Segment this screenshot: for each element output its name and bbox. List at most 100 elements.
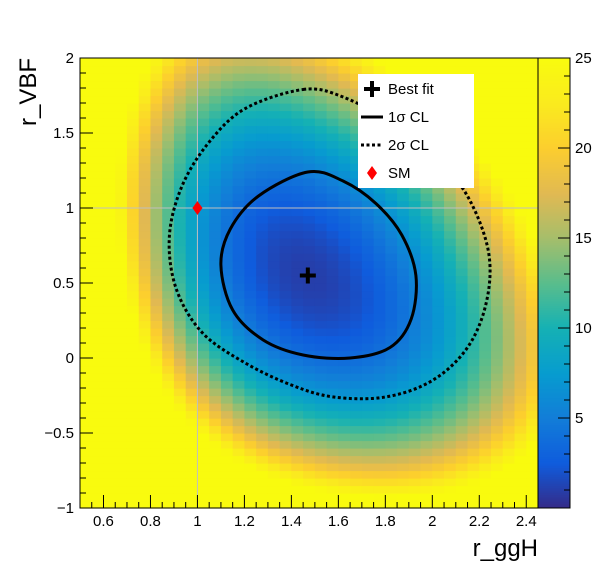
heatmap-cell <box>303 448 316 457</box>
x-axis-title: r_ggH <box>473 535 538 562</box>
heatmap-cell <box>314 88 328 97</box>
heatmap-cell <box>232 170 246 179</box>
heatmap-cell <box>491 125 504 134</box>
heatmap-cell <box>126 403 140 412</box>
heatmap-cell <box>479 493 492 502</box>
heatmap-cell <box>232 425 246 434</box>
heatmap-cell <box>385 455 398 464</box>
heatmap-cell <box>338 170 351 179</box>
heatmap-cell <box>197 253 210 262</box>
heatmap-cell <box>103 245 116 254</box>
heatmap-cell <box>432 358 445 367</box>
heatmap-cell <box>91 80 105 89</box>
heatmap-cell <box>350 335 363 344</box>
colorbar-segment <box>538 321 570 324</box>
heatmap-cell <box>408 380 422 389</box>
heatmap-cell <box>361 463 375 472</box>
heatmap-cell <box>397 260 410 269</box>
heatmap-cell <box>126 178 140 187</box>
heatmap-cell <box>115 200 128 209</box>
heatmap-cell <box>397 380 410 389</box>
heatmap-cell <box>126 298 140 307</box>
heatmap-cell <box>279 170 292 179</box>
heatmap-cell <box>185 350 199 359</box>
heatmap-cell <box>220 380 234 389</box>
heatmap-cell <box>338 95 351 104</box>
heatmap-cell <box>491 245 504 254</box>
heatmap-cell <box>173 103 187 112</box>
heatmap-cell <box>326 485 339 494</box>
heatmap-cell <box>220 268 234 277</box>
heatmap-cell <box>314 230 328 239</box>
heatmap-cell <box>173 313 187 322</box>
heatmap-cell <box>256 58 269 67</box>
heatmap-cell <box>526 223 539 232</box>
heatmap-cell <box>220 73 234 82</box>
heatmap-cell <box>479 245 492 254</box>
heatmap-cell <box>408 223 422 232</box>
heatmap-cell <box>267 418 281 427</box>
heatmap-cell <box>197 133 210 142</box>
heatmap-cell <box>220 275 234 284</box>
heatmap-cell <box>80 178 93 187</box>
heatmap-cell <box>115 148 128 157</box>
heatmap-cell <box>326 313 339 322</box>
heatmap-cell <box>338 185 351 194</box>
heatmap-cell <box>326 500 339 509</box>
colorbar-segment <box>538 105 570 108</box>
heatmap-cell <box>514 185 527 194</box>
heatmap-cell <box>361 493 375 502</box>
heatmap-cell <box>361 410 375 419</box>
heatmap-cell <box>350 350 363 359</box>
heatmap-cell <box>150 88 163 97</box>
heatmap-cell <box>150 470 163 479</box>
heatmap-cell <box>232 80 246 89</box>
heatmap-cell <box>397 440 410 449</box>
colorbar-segment <box>538 190 570 194</box>
heatmap-cell <box>502 73 516 82</box>
heatmap-cell <box>303 155 316 164</box>
heatmap-cell <box>232 215 246 224</box>
heatmap-cell <box>232 260 246 269</box>
contour-1sigma <box>219 169 418 361</box>
colorbar-segment <box>538 220 570 223</box>
heatmap-cell <box>80 275 93 284</box>
heatmap-cell <box>138 298 152 307</box>
heatmap-cell <box>256 358 269 367</box>
heatmap-cell <box>197 275 210 284</box>
heatmap-cell <box>491 380 504 389</box>
heatmap-cell <box>479 388 492 397</box>
heatmap-cell <box>80 455 93 464</box>
heatmap-cell <box>291 358 304 367</box>
heatmap-cell <box>209 148 222 157</box>
heatmap-cell <box>232 350 246 359</box>
heatmap-cell <box>267 200 281 209</box>
heatmap-cell <box>103 478 116 487</box>
heatmap-cell <box>138 215 152 224</box>
heatmap-cell <box>220 133 234 142</box>
heatmap-cell <box>502 65 516 74</box>
heatmap-cell <box>385 305 398 314</box>
heatmap-cell <box>267 500 281 509</box>
heatmap-cell <box>126 275 140 284</box>
colorbar-segment <box>538 427 570 430</box>
heatmap-cell <box>244 155 257 164</box>
heatmap-cell <box>314 470 328 479</box>
heatmap-cell <box>479 328 492 337</box>
heatmap-cell <box>209 388 222 397</box>
heatmap-cell <box>338 335 351 344</box>
heatmap-cell <box>138 493 152 502</box>
heatmap-cell <box>279 275 292 284</box>
colorbar-segment <box>538 440 570 444</box>
heatmap-cell <box>408 320 422 329</box>
heatmap-cell <box>162 118 175 127</box>
heatmap-cell <box>185 470 199 479</box>
heatmap-cell <box>150 163 163 172</box>
heatmap-cell <box>502 185 516 194</box>
heatmap-cell <box>103 260 116 269</box>
heatmap-cell <box>479 440 492 449</box>
heatmap-cell <box>514 455 527 464</box>
heatmap-cell <box>502 95 516 104</box>
heatmap-cell <box>408 230 422 239</box>
heatmap-cell <box>526 313 539 322</box>
